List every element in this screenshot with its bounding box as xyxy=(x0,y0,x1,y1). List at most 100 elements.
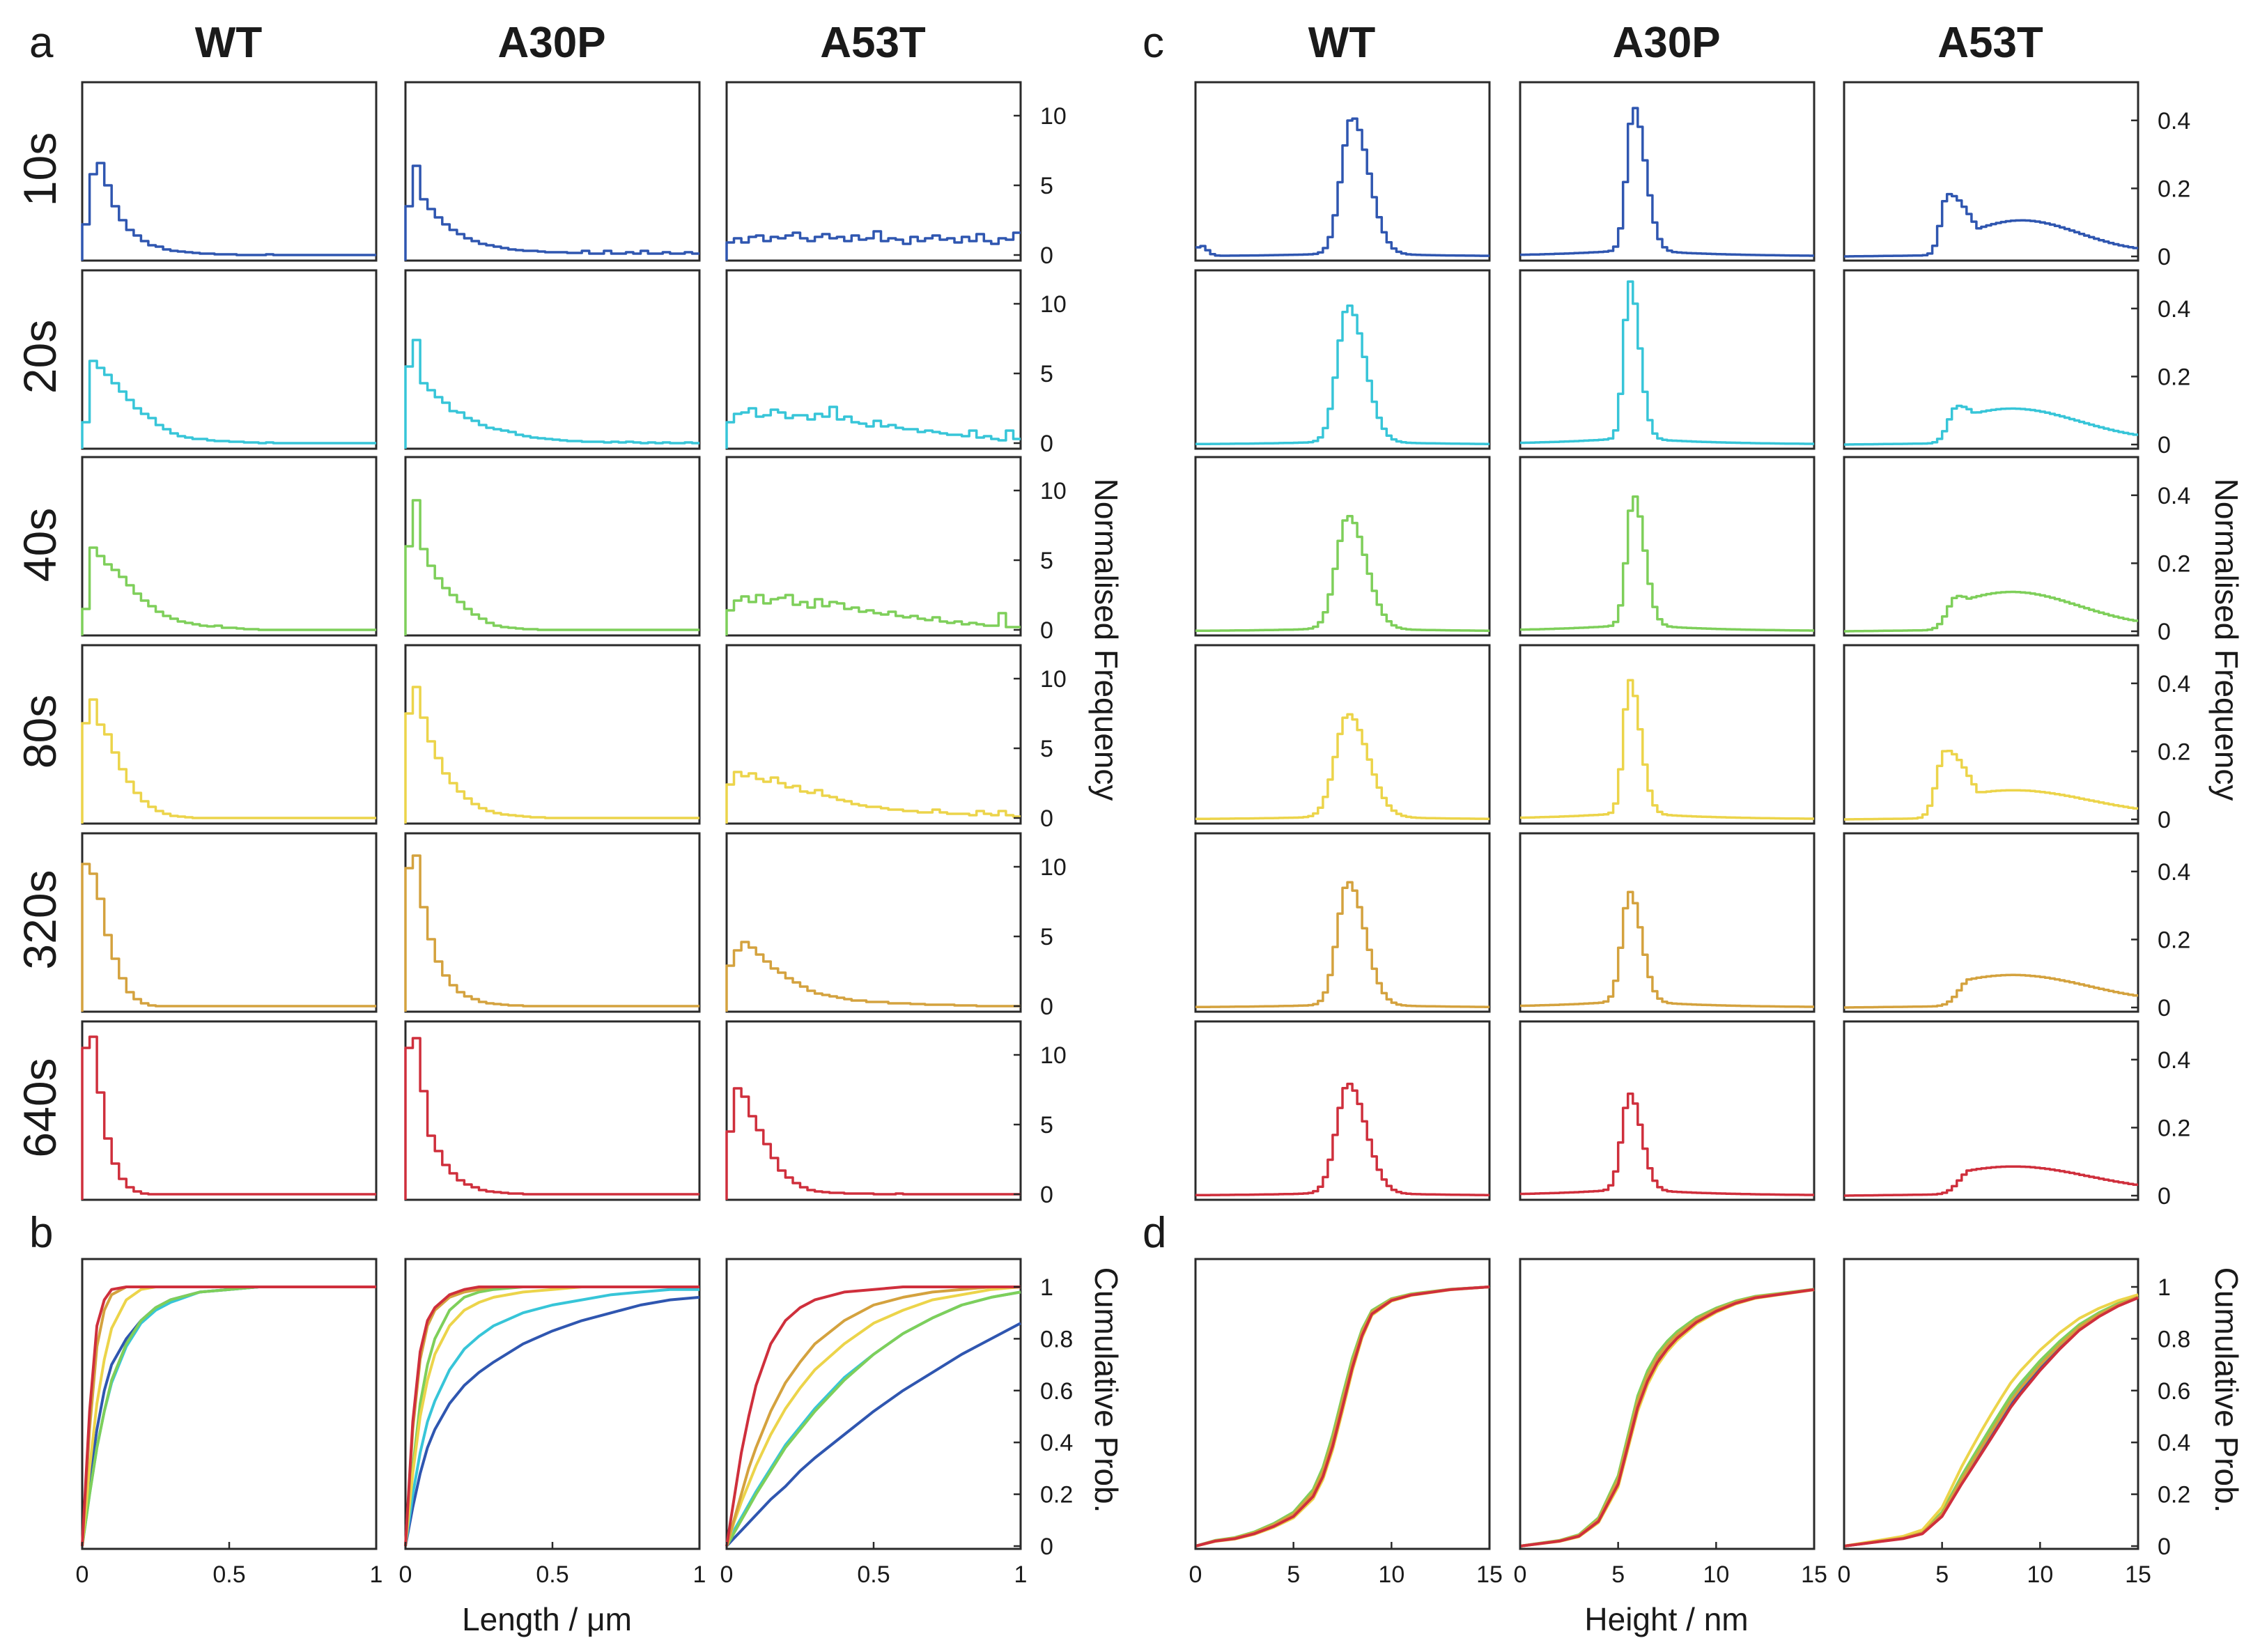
length-hist-ytick-label: 10 xyxy=(1040,854,1067,881)
freq-axis-title-height: Normalised Frequency xyxy=(2208,479,2245,801)
height-hist-ytick-label: 0.2 xyxy=(2158,176,2190,202)
height-hist-a53t-320s-frame xyxy=(1843,832,2139,1013)
length-hist-ytick-label: 10 xyxy=(1040,1042,1067,1069)
column-title-height-wt: WT xyxy=(1308,19,1376,67)
height-hist-a30p-640s-series xyxy=(1520,1093,1814,1196)
length-hist-wt-20s-series xyxy=(81,360,376,449)
height-cdf-a30p-frame xyxy=(1519,1258,1816,1550)
length-cdf-xtick-label: 1 xyxy=(693,1561,706,1588)
height-hist-wt-80s-series xyxy=(1195,713,1489,821)
height-hist-a53t-80s-frame xyxy=(1843,644,2139,825)
height-hist-a53t-320s-series xyxy=(1844,973,2138,1009)
height-hist-wt-640s-series xyxy=(1195,1082,1489,1197)
height-hist-ytick-label: 0.2 xyxy=(2158,739,2190,765)
height-hist-wt-10s-series xyxy=(1195,117,1489,257)
length-hist-a53t-40s-frame xyxy=(725,456,1022,637)
height-hist-a30p-20s-frame xyxy=(1519,269,1816,450)
height-hist-ytick-label: 0.4 xyxy=(2158,296,2190,323)
length-cdf-a53t-40s-line xyxy=(725,1290,1021,1547)
length-cdf-a53t-10s-line xyxy=(725,1322,1021,1547)
height-hist-a30p-80s-series xyxy=(1520,679,1814,820)
column-title-height-a30p: A30P xyxy=(1612,19,1720,67)
height-hist-a53t-640s-frame xyxy=(1843,1020,2139,1201)
length-cdf-xtick-label: 0.5 xyxy=(857,1561,890,1588)
length-cdf-xtick-label: 0.5 xyxy=(536,1561,568,1588)
height-hist-wt-40s-series xyxy=(1195,514,1489,633)
height-cdf-ytick-label: 1 xyxy=(2158,1274,2171,1301)
length-hist-a30p-10s-frame xyxy=(404,81,701,262)
height-hist-wt-640s-frame xyxy=(1194,1020,1491,1201)
length-cdf-ytick-label: 0.4 xyxy=(1040,1430,1073,1456)
height-hist-a30p-40s-frame xyxy=(1519,456,1816,637)
length-hist-a30p-40s-series xyxy=(404,499,699,635)
height-cdf-xtick-label: 10 xyxy=(1378,1561,1404,1588)
length-hist-a53t-20s-series xyxy=(725,406,1021,449)
column-title-height-a53t: A53T xyxy=(1937,19,2043,67)
height-cdf-xtick-label: 0 xyxy=(1189,1561,1202,1588)
length-hist-wt-640s-series xyxy=(81,1035,376,1200)
height-cdf-xtick-label: 5 xyxy=(1611,1561,1625,1588)
height-cdf-ytick-label: 0.6 xyxy=(2158,1378,2190,1405)
length-hist-ytick-label: 0 xyxy=(1040,431,1053,457)
length-cdf-ytick-label: 1 xyxy=(1040,1274,1053,1301)
height-hist-a53t-20s-frame xyxy=(1843,269,2139,450)
length-cdf-xtick-label: 1 xyxy=(370,1561,383,1588)
height-hist-a53t-80s-series xyxy=(1844,749,2138,821)
length-hist-a53t-320s-series xyxy=(725,941,1021,1012)
height-cdf-ytick-label: 0.8 xyxy=(2158,1326,2190,1352)
height-cdf-xtick-label: 15 xyxy=(1801,1561,1827,1588)
height-cdf-a53t-frame xyxy=(1843,1258,2139,1550)
length-hist-wt-40s-frame xyxy=(81,456,378,637)
height-hist-a30p-320s-series xyxy=(1520,890,1814,1008)
length-hist-a53t-10s-series xyxy=(725,230,1021,261)
length-cdf-a53t-80s-line xyxy=(725,1286,1021,1547)
length-hist-a30p-10s-series xyxy=(404,164,699,261)
height-hist-wt-20s-frame xyxy=(1194,269,1491,450)
height-hist-wt-20s-series xyxy=(1195,304,1489,446)
height-cdf-xtick-label: 10 xyxy=(1703,1561,1729,1588)
length-cdf-ytick-label: 0.6 xyxy=(1040,1378,1073,1405)
length-hist-wt-320s-frame xyxy=(81,832,378,1013)
length-hist-ytick-label: 0 xyxy=(1040,805,1053,832)
height-hist-a30p-10s-series xyxy=(1520,107,1814,257)
height-hist-ytick-label: 0.2 xyxy=(2158,550,2190,577)
length-hist-ytick-label: 5 xyxy=(1040,736,1053,762)
length-hist-a30p-320s-frame xyxy=(404,832,701,1013)
length-cdf-ytick-label: 0.2 xyxy=(1040,1482,1073,1508)
height-cdf-wt-640s-line xyxy=(1195,1286,1490,1547)
height-hist-ytick-label: 0 xyxy=(2158,807,2171,833)
height-cdf-xtick-label: 5 xyxy=(1935,1561,1949,1588)
length-hist-wt-640s-frame xyxy=(81,1020,378,1201)
row-label-20s: 20s xyxy=(14,320,65,394)
column-title-length-a30p: A30P xyxy=(497,19,605,67)
height-hist-a53t-10s-series xyxy=(1844,192,2138,258)
height-hist-ytick-label: 0.2 xyxy=(2158,1115,2190,1141)
length-hist-ytick-label: 5 xyxy=(1040,173,1053,199)
length-hist-wt-20s-frame xyxy=(81,269,378,450)
length-hist-wt-80s-frame xyxy=(81,644,378,825)
column-title-length-wt: WT xyxy=(195,19,263,67)
height-hist-ytick-label: 0.4 xyxy=(2158,108,2190,134)
height-hist-a53t-20s-series xyxy=(1844,404,2138,446)
length-cdf-xtick-label: 0 xyxy=(76,1561,89,1588)
height-hist-a53t-10s-frame xyxy=(1843,81,2139,262)
length-hist-wt-80s-series xyxy=(81,698,376,824)
height-hist-ytick-label: 0.4 xyxy=(2158,859,2190,886)
height-hist-ytick-label: 0 xyxy=(2158,1183,2171,1210)
length-cdf-a30p-20s-line xyxy=(404,1288,699,1547)
cum-axis-title-length: Cumulative Prob. xyxy=(1088,1267,1124,1513)
length-hist-a30p-320s-series xyxy=(404,854,699,1012)
height-hist-ytick-label: 0 xyxy=(2158,244,2171,270)
length-hist-a30p-20s-series xyxy=(404,339,699,449)
height-cdf-ytick-label: 0.2 xyxy=(2158,1482,2190,1508)
height-hist-ytick-label: 0 xyxy=(2158,995,2171,1021)
length-hist-ytick-label: 5 xyxy=(1040,548,1053,574)
length-hist-a30p-80s-series xyxy=(404,686,699,824)
freq-axis-title-length: Normalised Frequency xyxy=(1088,479,1124,801)
length-hist-ytick-label: 10 xyxy=(1040,666,1067,693)
length-hist-ytick-label: 5 xyxy=(1040,361,1053,387)
length-hist-a30p-20s-frame xyxy=(404,269,701,450)
length-hist-ytick-label: 0 xyxy=(1040,1182,1053,1208)
length-hist-a53t-640s-series xyxy=(725,1087,1021,1200)
height-cdf-xtick-label: 15 xyxy=(1476,1561,1503,1588)
